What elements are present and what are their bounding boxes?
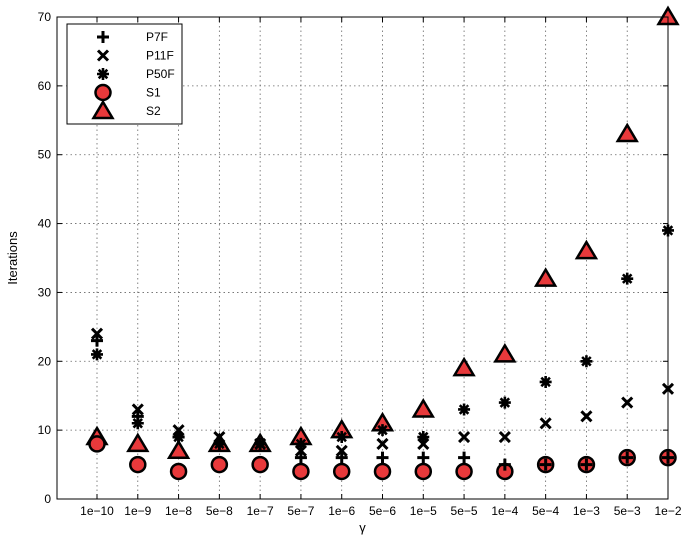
point-s1 <box>251 455 269 474</box>
legend-box <box>66 23 183 125</box>
x-tick-label: 1e−2 <box>654 504 681 518</box>
x-tick-label: 1e−6 <box>328 504 355 518</box>
point-p7f <box>498 458 511 471</box>
point-p11f <box>213 430 226 444</box>
x-tick-label: 1e−3 <box>573 504 600 518</box>
point-s2 <box>126 432 150 453</box>
point-p7f <box>376 451 389 464</box>
point-s1 <box>129 455 147 474</box>
point-p7f <box>254 437 267 450</box>
legend-marker-s2 <box>91 99 115 120</box>
point-p11f <box>335 444 348 457</box>
point-p50f <box>539 375 552 388</box>
x-tick-label: 1e−8 <box>165 504 192 518</box>
point-s1 <box>169 462 188 481</box>
point-s1 <box>88 435 106 453</box>
legend-label: S1 <box>146 86 161 100</box>
point-s2 <box>615 122 639 143</box>
point-p7f <box>131 410 144 423</box>
point-p50f <box>458 403 471 416</box>
point-p7f <box>539 458 552 471</box>
point-p11f <box>417 437 430 450</box>
point-s1 <box>455 462 473 481</box>
point-p7f <box>172 431 185 444</box>
y-axis-label: Iterations <box>5 231 20 285</box>
ticks-layer: 0 10 20 30 40 50 60 70 1e−10 1e−9 1e−8 5e−8 1e−7 5e−7… <box>38 10 682 518</box>
point-p11f <box>539 417 552 430</box>
point-s1 <box>373 462 392 481</box>
point-p11f <box>294 444 307 457</box>
x-tick-label: 5e−6 <box>369 504 396 518</box>
point-p50f <box>376 424 389 437</box>
y-tick-label: 60 <box>38 79 52 93</box>
point-p7f <box>213 437 226 450</box>
point-p50f <box>417 431 430 444</box>
x-tick-label: 1e−10 <box>80 504 114 518</box>
point-s2 <box>452 356 476 377</box>
legend-marker-p7f <box>97 31 109 43</box>
x-tick-label: 1e−9 <box>124 504 151 518</box>
plot-frame <box>56 16 669 500</box>
point-s2 <box>166 439 191 460</box>
point-p11f <box>498 430 511 444</box>
point-s1 <box>414 462 433 481</box>
y-tick-label: 30 <box>38 285 52 299</box>
point-p11f <box>131 403 144 416</box>
point-p11f <box>580 410 593 423</box>
x-axis-label: γ <box>359 520 366 535</box>
point-s2 <box>411 398 435 418</box>
point-p11f <box>90 327 104 340</box>
point-s1 <box>292 462 310 481</box>
point-p7f <box>580 458 593 471</box>
x-tick-label: 5e−8 <box>206 504 233 518</box>
point-p50f <box>621 272 634 285</box>
point-s2 <box>493 342 517 363</box>
point-p50f <box>131 417 144 430</box>
x-tick-label: 5e−7 <box>287 504 314 518</box>
legend-label: S2 <box>146 104 161 118</box>
point-p11f <box>621 396 634 409</box>
point-p50f <box>91 348 103 361</box>
legend-label: P11F <box>146 49 174 63</box>
point-s1 <box>210 455 229 474</box>
legend-marker-s1 <box>94 83 112 102</box>
point-p11f <box>172 424 185 437</box>
y-tick-label: 70 <box>38 10 52 24</box>
legend-label: P50F <box>146 67 175 81</box>
x-tick-label: 1e−7 <box>247 504 274 518</box>
y-tick-label: 10 <box>38 423 52 437</box>
x-tick-label: 1e−5 <box>410 504 437 518</box>
legend-marker-p11f <box>96 49 110 62</box>
point-p7f <box>335 451 348 464</box>
marks-layer <box>85 5 680 481</box>
y-tick-label: 40 <box>38 217 52 231</box>
legend-marker-p50f <box>97 68 109 80</box>
y-tick-label: 20 <box>38 354 52 368</box>
point-p7f <box>417 451 430 464</box>
point-s2 <box>533 267 558 287</box>
point-p7f <box>458 451 471 464</box>
x-tick-label: 5e−5 <box>451 504 478 518</box>
point-s1 <box>332 462 351 481</box>
x-tick-label: 1e−4 <box>491 504 518 518</box>
point-p7f <box>294 451 307 464</box>
y-tick-label: 0 <box>44 492 51 506</box>
x-tick-label: 5e−3 <box>614 504 641 518</box>
legend-label: P7F <box>146 30 168 44</box>
point-p11f <box>376 437 389 450</box>
point-p7f <box>621 451 634 464</box>
point-p7f <box>91 334 103 347</box>
point-s2 <box>574 239 599 260</box>
point-p50f <box>294 437 307 450</box>
point-p11f <box>458 430 471 444</box>
point-p50f <box>335 431 348 444</box>
point-p50f <box>498 396 511 409</box>
y-tick-label: 50 <box>38 148 52 162</box>
legend: P7F P11F P50F S1 S2 <box>66 23 183 125</box>
x-tick-label: 5e−4 <box>532 504 559 518</box>
point-p50f <box>580 355 593 368</box>
